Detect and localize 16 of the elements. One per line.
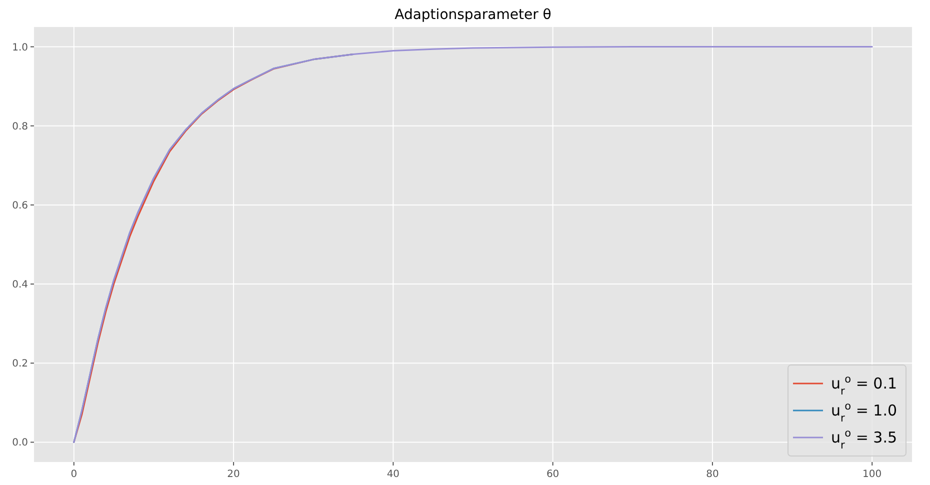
x-tick-label: 100 xyxy=(862,469,882,480)
y-tick-label: 0.8 xyxy=(12,121,28,132)
x-tick-label: 40 xyxy=(386,469,400,480)
x-tick-label: 60 xyxy=(546,469,560,480)
y-tick-label: 0.6 xyxy=(12,200,28,212)
legend-label: u$_{r}$$^{o}$ = 3.5 xyxy=(831,428,898,452)
chart-title: Adaptionsparameter θ xyxy=(394,7,552,23)
x-tick-label: 0 xyxy=(70,469,78,480)
y-tick-label: 0.4 xyxy=(12,280,28,291)
x-tick-label: 20 xyxy=(227,469,240,480)
legend-label: u$_{r}$$^{o}$ = 0.1 xyxy=(831,374,898,398)
y-tick-label: 1.0 xyxy=(12,42,28,54)
y-tick-label: 0.2 xyxy=(12,358,28,370)
x-tick-label: 80 xyxy=(706,469,719,480)
y-tick-label: 0.0 xyxy=(12,438,28,449)
legend-label: u$_{r}$$^{o}$ = 1.0 xyxy=(831,400,898,424)
